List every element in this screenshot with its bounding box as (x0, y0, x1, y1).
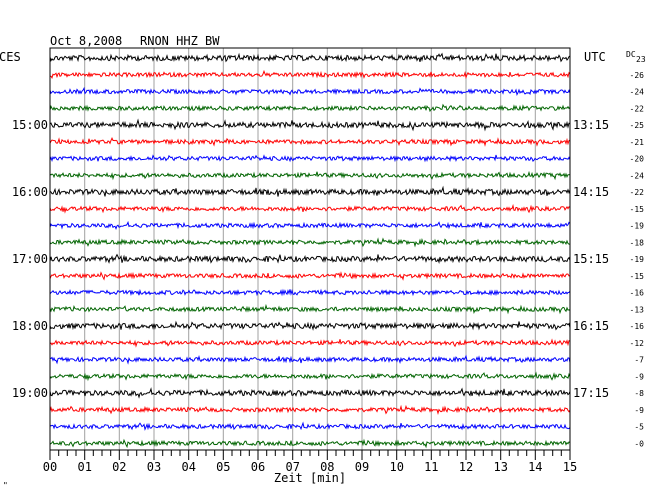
seismic-trace (49, 86, 571, 96)
seismic-trace (49, 421, 571, 431)
seismic-trace (49, 338, 570, 348)
dc-offset-value: -22 (630, 188, 645, 197)
seismic-trace (49, 303, 571, 315)
dc-offset-value: -20 (630, 155, 645, 164)
x-tick-label: 08 (320, 460, 334, 474)
seismic-trace (49, 288, 571, 297)
seismic-trace (49, 170, 571, 181)
dc-offset-value: -26 (630, 71, 645, 80)
x-tick-label: 15 (563, 460, 577, 474)
x-tick-label: 04 (181, 460, 195, 474)
x-axis-label: Zeit [min] (274, 471, 346, 485)
x-tick-label: 05 (216, 460, 230, 474)
x-tick-label: 03 (147, 460, 161, 474)
x-tick-label: 00 (43, 460, 57, 474)
seismic-trace (49, 387, 571, 399)
right-hour-label: 13:15 (573, 118, 609, 132)
dc-offset-value: -18 (630, 238, 645, 247)
seismic-trace (49, 237, 570, 248)
seismic-trace (49, 154, 571, 163)
x-tick-labels: 00 01 02 03 04 05 06 07 08 09 10 11 12 13 14 15 (43, 460, 577, 474)
x-tick-label: 10 (389, 460, 403, 474)
dc-label: DC (626, 50, 636, 59)
dc-first-value: 23 (636, 55, 646, 64)
seismic-trace (49, 220, 571, 230)
seismic-trace (49, 69, 571, 80)
left-hour-label: 19:00 (12, 386, 48, 400)
x-tick-label: 12 (459, 460, 473, 474)
x-tick-label: 11 (424, 460, 438, 474)
dc-offset-value: -15 (630, 205, 645, 214)
x-tick-label: 02 (112, 460, 126, 474)
dc-offset-value: -13 (630, 305, 645, 314)
minute-grid (84, 48, 536, 450)
seismic-trace (49, 52, 571, 63)
dc-offset-value: -24 (630, 171, 645, 180)
left-hour-label: 16:00 (12, 185, 48, 199)
seismic-trace (49, 253, 571, 264)
seismic-trace (49, 354, 571, 365)
x-tick-label: 07 (285, 460, 299, 474)
left-hour-label: 18:00 (12, 319, 48, 333)
dc-offset-value: -19 (630, 222, 645, 231)
dc-offset-value: -16 (630, 289, 645, 298)
seismic-trace (49, 320, 571, 331)
seismic-trace (49, 103, 571, 113)
left-zone-label: CES (0, 50, 21, 64)
dc-offset-value: -5 (634, 423, 644, 432)
dc-offset-value: -24 (630, 88, 645, 97)
dc-offset-labels: -26 -24 -22 -25 -21 -20 -24 -22 -15 -19 -18 -19 -15 -… (630, 71, 645, 448)
dc-offset-value: -9 (634, 406, 644, 415)
seismic-trace (49, 136, 571, 147)
x-tick-label: 01 (77, 460, 91, 474)
corner-mark: " (3, 481, 8, 490)
dc-offset-value: -22 (630, 104, 645, 113)
dc-offset-value: -8 (634, 389, 644, 398)
seismic-trace (49, 271, 571, 281)
seismic-trace (49, 203, 571, 214)
seismic-trace (49, 371, 571, 382)
left-hour-label: 17:00 (12, 252, 48, 266)
dc-offset-value: -25 (630, 121, 645, 130)
right-zone-label: UTC (584, 50, 606, 64)
date-label: Oct 8,2008 (50, 34, 122, 48)
dc-offset-value: -15 (630, 272, 645, 281)
right-hour-label: 14:15 (573, 185, 609, 199)
seismic-trace (49, 438, 571, 449)
x-tick-label: 06 (251, 460, 265, 474)
dc-offset-value: -12 (630, 339, 645, 348)
trace-layer (49, 52, 571, 449)
x-tick-label: 13 (493, 460, 507, 474)
left-hour-label: 15:00 (12, 118, 48, 132)
station-label: RNON HHZ BW (140, 34, 220, 48)
x-axis (49, 450, 571, 460)
dc-offset-value: -9 (634, 372, 644, 381)
right-hour-label: 17:15 (573, 386, 609, 400)
dc-offset-value: -21 (630, 138, 645, 147)
right-hour-label: 16:15 (573, 319, 609, 333)
x-tick-label: 09 (355, 460, 369, 474)
right-time-labels: 13:15 14:15 15:15 16:15 17:15 (573, 118, 609, 400)
seismic-trace (49, 185, 571, 197)
dc-offset-value: -19 (630, 255, 645, 264)
seismic-trace (49, 404, 571, 416)
left-time-labels: 15:00 16:00 17:00 18:00 19:00 (12, 118, 48, 400)
seismic-trace (49, 118, 571, 132)
dc-offset-value: -0 (634, 439, 644, 448)
dc-offset-value: -7 (634, 356, 644, 365)
right-hour-label: 15:15 (573, 252, 609, 266)
dc-offset-value: -16 (630, 322, 645, 331)
x-tick-label: 14 (528, 460, 542, 474)
